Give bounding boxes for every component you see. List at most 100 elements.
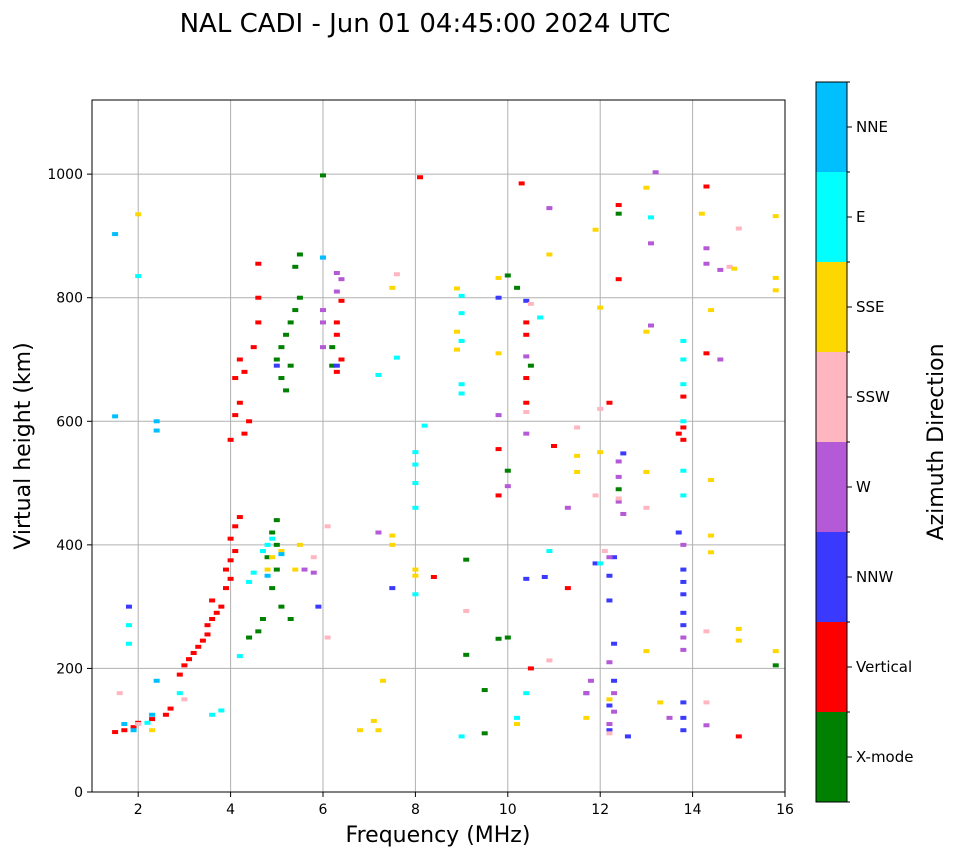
data-point: [680, 394, 687, 399]
data-point: [680, 623, 687, 628]
data-point: [412, 462, 419, 467]
data-point: [246, 579, 253, 584]
data-point: [236, 515, 243, 520]
data-point: [121, 728, 128, 733]
data-point: [393, 355, 400, 360]
data-point: [301, 567, 308, 572]
data-point: [389, 285, 396, 290]
data-point: [144, 720, 151, 725]
data-point: [130, 728, 137, 733]
data-point: [514, 285, 521, 290]
data-point: [583, 691, 590, 696]
colorbar-swatch: [816, 622, 847, 712]
data-point: [675, 530, 682, 535]
data-point: [320, 173, 326, 178]
data-point: [333, 363, 340, 368]
data-point: [269, 530, 276, 535]
data-point: [606, 703, 613, 708]
data-point: [121, 722, 128, 727]
data-point: [135, 274, 142, 279]
data-point: [259, 617, 266, 621]
data-point: [615, 459, 622, 464]
data-point: [666, 715, 673, 720]
data-point: [504, 635, 511, 640]
data-point: [657, 700, 664, 705]
colorbar-tick-label: NNE: [856, 118, 888, 136]
data-point: [731, 266, 738, 271]
y-tick-label: 400: [56, 538, 83, 554]
data-point: [717, 267, 724, 272]
data-point: [592, 227, 599, 232]
data-point: [417, 175, 424, 180]
colorbar-swatch: [816, 442, 847, 532]
data-point: [615, 203, 622, 208]
data-point: [597, 450, 604, 455]
data-point: [112, 414, 119, 419]
data-point: [269, 536, 276, 541]
data-point: [523, 410, 530, 415]
data-point: [620, 511, 627, 516]
data-point: [162, 712, 169, 717]
y-tick-label: 0: [74, 785, 83, 801]
data-point: [708, 308, 715, 313]
data-point: [523, 376, 530, 381]
data-point: [601, 549, 608, 554]
data-point: [735, 626, 742, 631]
data-point: [287, 363, 294, 368]
data-point: [463, 652, 470, 657]
data-point: [412, 450, 419, 455]
data-point: [453, 347, 460, 352]
x-axis-label: Frequency (MHz): [346, 823, 531, 848]
data-point: [463, 557, 470, 562]
data-point: [606, 722, 613, 727]
colorbar-tick-label: NNW: [856, 568, 893, 586]
data-point: [643, 469, 650, 474]
data-point: [324, 635, 331, 640]
colorbar: X-mode Vertical NNW W SSW SSE E NNE: [816, 81, 913, 803]
data-point: [587, 678, 594, 683]
data-point: [310, 555, 317, 560]
data-point: [643, 649, 650, 654]
data-point: [597, 406, 604, 411]
data-point: [125, 623, 132, 628]
series-nnw: [125, 255, 687, 739]
data-point: [320, 308, 326, 313]
data-point: [514, 715, 521, 720]
data-point: [218, 708, 225, 713]
data-point: [190, 650, 197, 655]
data-point: [333, 369, 340, 374]
data-point: [611, 691, 618, 696]
data-point: [264, 542, 271, 547]
data-point: [209, 712, 216, 717]
data-point: [356, 728, 363, 733]
data-point: [269, 586, 276, 591]
data-point: [772, 663, 779, 668]
data-point: [680, 567, 687, 572]
data-point: [606, 598, 613, 603]
data-point: [726, 264, 733, 269]
data-point: [523, 576, 530, 581]
data-point: [255, 629, 262, 634]
data-point: [269, 555, 276, 560]
data-point: [375, 372, 382, 377]
colorbar-tick-label: Vertical: [856, 658, 912, 676]
data-point: [453, 329, 460, 334]
data-point: [412, 505, 419, 510]
data-point: [241, 431, 248, 436]
data-point: [315, 604, 322, 609]
data-point: [241, 369, 248, 374]
y-tick-label: 600: [56, 414, 83, 430]
data-point: [574, 425, 581, 430]
data-point: [703, 184, 710, 189]
data-point: [615, 474, 622, 479]
data-point: [195, 644, 202, 649]
data-point: [611, 678, 618, 683]
data-point: [181, 697, 188, 702]
data-point: [597, 561, 604, 566]
data-point: [537, 315, 544, 320]
colorbar-frame: [815, 81, 848, 803]
data-point: [149, 717, 156, 722]
colorbar-swatch: [816, 532, 847, 622]
data-point: [495, 351, 502, 356]
